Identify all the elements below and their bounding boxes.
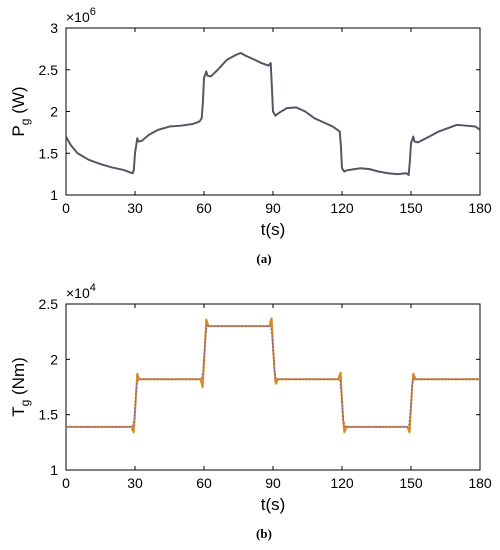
- y-tick-label: 3: [50, 20, 58, 36]
- x-tick-label: 90: [265, 200, 281, 216]
- y-axis-label-a: Pg (W): [9, 86, 32, 136]
- x-axis-label-b: t(s): [261, 495, 286, 514]
- x-tick-label: 120: [330, 475, 354, 491]
- y-exponent-a: ×106: [66, 6, 96, 25]
- y-tick-label: 1.5: [39, 145, 59, 161]
- ticks-b: 0 30 60 90 120 150 180 1 1.5 2 2.5: [39, 296, 492, 491]
- y-tick-label: 2: [50, 104, 58, 120]
- series-b: [66, 317, 480, 434]
- x-tick-label: 180: [468, 200, 492, 216]
- x-tick-label: 150: [399, 475, 423, 491]
- y-tick-label: 1: [50, 187, 58, 203]
- x-tick-label: 60: [196, 200, 212, 216]
- y-tick-label: 2.5: [39, 62, 59, 78]
- x-tick-label: 60: [196, 475, 212, 491]
- y-axis-label-b: Tg (Nm): [9, 357, 32, 417]
- x-axis-label-a: t(s): [261, 220, 286, 239]
- panel-label-b: (b): [256, 526, 272, 541]
- y-exponent-b: ×104: [66, 282, 96, 301]
- x-tick-label: 30: [127, 475, 143, 491]
- ticks-a: 0 30 60 90 120 150 180 1 1.5 2 2.5 3: [39, 20, 492, 216]
- y-tick-label: 1: [50, 462, 58, 478]
- x-tick-label: 180: [468, 475, 492, 491]
- y-tick-label: 2.5: [39, 296, 59, 312]
- series-line: [66, 317, 480, 434]
- x-tick-label: 90: [265, 475, 281, 491]
- y-tick-label: 2: [50, 351, 58, 367]
- x-tick-label: 0: [62, 475, 70, 491]
- series-line: [65, 52, 481, 176]
- x-tick-label: 120: [330, 200, 354, 216]
- x-tick-label: 30: [127, 200, 143, 216]
- series-line: [66, 325, 480, 428]
- panel-a: 0 30 60 90 120 150 180 1 1.5 2 2.5 3 ×106 Pg (W) t(…: [9, 6, 492, 266]
- x-tick-label: 0: [62, 200, 70, 216]
- y-tick-label: 1.5: [39, 407, 59, 423]
- panel-label-a: (a): [256, 251, 271, 266]
- panel-b: 0 30 60 90 120 150 180 1 1.5 2 2.5 ×104 Tg (Nm) t(…: [9, 282, 492, 541]
- x-tick-label: 150: [399, 200, 423, 216]
- series-a: [65, 52, 481, 176]
